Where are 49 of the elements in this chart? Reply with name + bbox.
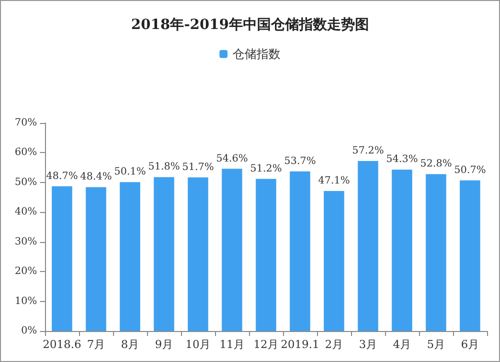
y-tick-label: 20% [14,266,37,278]
data-label: 47.1% [318,176,350,187]
data-label: 57.2% [352,146,384,157]
bar [256,178,276,331]
data-label: 53.7% [284,156,316,167]
bar [392,170,412,331]
bar [324,191,344,331]
x-tick-label: 2月 [325,338,343,351]
data-label: 52.8% [420,158,452,170]
data-label: 50.7% [454,164,486,176]
x-tick-label: 9月 [155,338,173,351]
bar [86,187,106,331]
data-label: 50.1% [114,166,146,178]
x-tick-label: 8月 [121,338,139,351]
y-tick-label: 60% [14,147,37,158]
legend-label: 仓储指数 [232,47,280,61]
y-tick-label: 30% [14,236,37,248]
bar [120,182,140,331]
bar [154,177,174,331]
y-tick-label: 40% [14,206,37,218]
data-label: 48.7% [46,170,78,182]
data-label: 51.2% [250,163,282,174]
bar [426,174,446,331]
x-tick-label: 6月 [461,338,479,351]
x-tick-label: 11月 [220,338,244,351]
data-label: 48.4% [80,172,112,183]
x-tick-label: 7月 [87,338,105,351]
y-tick-label: 10% [14,296,37,307]
data-label: 54.6% [216,153,248,164]
bar [358,161,378,331]
chart-title: 2018年-2019年中国仓储指数走势图 [131,17,369,33]
data-label: 51.7% [182,162,214,173]
x-tick-label: 3月 [359,338,377,351]
data-label: 54.3% [386,154,418,166]
y-tick-label: 50% [14,176,37,188]
x-tick-label: 4月 [393,338,411,351]
data-label: 51.8% [148,162,180,173]
x-tick-label: 5月 [427,338,445,351]
bar [52,186,72,331]
bar [222,168,242,331]
x-tick-label: 12月 [254,338,278,351]
bar [290,171,310,331]
x-tick-label: 2019.1 [280,338,320,351]
x-tick-label: 10月 [186,338,210,351]
y-tick-label: 70% [14,118,37,128]
bar [460,180,480,331]
y-tick-label: 0% [21,326,37,336]
bar [188,177,208,331]
x-tick-label: 2018.6 [42,338,82,351]
